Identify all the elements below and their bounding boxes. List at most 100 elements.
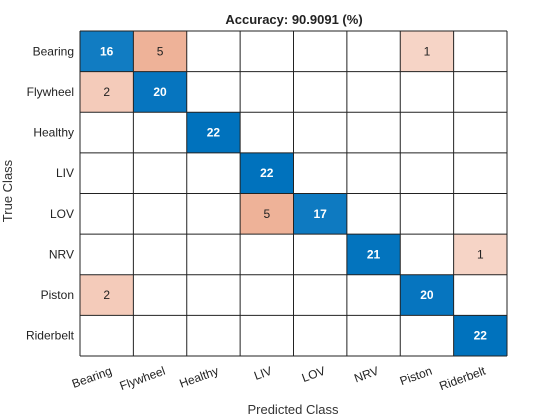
matrix-cell — [453, 315, 507, 356]
cell-value-label: 22 — [474, 329, 488, 343]
matrix-cell — [293, 31, 347, 72]
x-tick-label: NRV — [352, 364, 380, 386]
matrix-cell — [240, 112, 294, 153]
matrix-cell — [80, 152, 134, 194]
x-tick-label: Riderbelt — [437, 363, 488, 393]
matrix-cell — [346, 234, 401, 275]
x-axis-label: Predicted Class — [247, 402, 339, 417]
matrix-cell — [186, 315, 241, 356]
matrix-cell — [453, 71, 507, 113]
matrix-cell — [80, 71, 134, 113]
matrix-cell — [80, 234, 134, 275]
matrix-cell — [453, 152, 507, 194]
x-tick-label: Bearing — [70, 364, 114, 391]
matrix-cell — [453, 193, 507, 235]
matrix-cell — [400, 152, 454, 194]
matrix-cell — [400, 31, 454, 72]
cell-value-label: 22 — [260, 166, 274, 180]
matrix-cell — [293, 315, 347, 356]
matrix-cell — [240, 152, 294, 194]
matrix-cell — [293, 193, 347, 235]
matrix-cell — [453, 112, 507, 153]
cell-value-label: 22 — [207, 126, 221, 140]
cell-value-label: 20 — [420, 288, 434, 302]
matrix-cell — [293, 71, 347, 113]
matrix-cell — [133, 315, 187, 356]
matrix-cell — [346, 71, 401, 113]
cell-value-label: 20 — [153, 85, 167, 99]
matrix-cell — [293, 234, 347, 275]
matrix-cell — [80, 193, 134, 235]
matrix-cell — [186, 274, 241, 316]
matrix-cell — [80, 274, 134, 316]
matrix-cell — [186, 234, 241, 275]
matrix-cell — [240, 315, 294, 356]
matrix-cell — [80, 112, 134, 153]
matrix-cell — [293, 152, 347, 194]
cell-value-label: 5 — [263, 207, 270, 221]
matrix-cell — [293, 112, 347, 153]
matrix-cell — [186, 152, 241, 194]
y-tick-labels: Bearing Flywheel Healthy LIV LOV NRV Piston Rid… — [26, 44, 75, 342]
matrix-cell — [400, 193, 454, 235]
x-tick-label: Healthy — [177, 364, 220, 391]
y-tick-label: Riderbelt — [26, 329, 75, 343]
x-tick-label: LIV — [252, 364, 274, 383]
matrix-cell — [346, 315, 401, 356]
matrix-cell — [400, 112, 454, 153]
matrix-cell — [186, 193, 241, 235]
matrix-cell — [133, 112, 187, 153]
y-tick-label: Healthy — [33, 126, 74, 140]
matrix-cell — [346, 31, 401, 72]
matrix-cell — [186, 112, 241, 153]
matrix-cell — [400, 71, 454, 113]
y-tick-label: LOV — [50, 207, 74, 221]
matrix-cell — [240, 274, 294, 316]
matrix-cell — [80, 315, 134, 356]
cell-value-label: 5 — [157, 44, 164, 58]
cell-value-label: 21 — [367, 247, 381, 261]
x-tick-label: Flywheel — [118, 364, 167, 393]
y-tick-label: Bearing — [33, 44, 74, 58]
matrix-cell — [453, 274, 507, 316]
cell-value-label: 2 — [103, 288, 110, 302]
matrix-cell — [293, 274, 347, 316]
matrix-cell — [240, 71, 294, 113]
x-tick-labels: Bearing Flywheel Healthy LIV LOV NRV Piston Rid… — [70, 363, 488, 393]
matrix-cell — [400, 234, 454, 275]
matrix-cell — [400, 315, 454, 356]
cell-value-label: 1 — [477, 247, 484, 261]
y-axis-label: True Class — [0, 159, 15, 222]
matrix-cell — [453, 31, 507, 72]
cell-value-label: 1 — [424, 44, 431, 58]
matrix-cell — [346, 274, 401, 316]
y-tick-label: Piston — [41, 288, 74, 302]
matrix-cell — [240, 193, 294, 235]
matrix-cell — [240, 234, 294, 275]
matrix-cell — [133, 71, 187, 113]
matrix-cell — [346, 112, 401, 153]
y-tick-label: NRV — [49, 247, 74, 261]
y-tick-label: Flywheel — [27, 85, 74, 99]
matrix-cell — [133, 234, 187, 275]
matrix-cell — [453, 234, 507, 275]
matrix-cell — [240, 31, 294, 72]
matrix-cells: 16 5 1 2 20 22 22 5 17 21 1 2 20 22 — [80, 31, 507, 356]
cell-value-label: 16 — [100, 44, 114, 58]
matrix-cell — [400, 274, 454, 316]
matrix-cell — [133, 193, 187, 235]
chart-title: Accuracy: 90.9091 (%) — [225, 12, 362, 27]
cell-value-label: 2 — [103, 85, 110, 99]
matrix-cell — [186, 71, 241, 113]
matrix-cell — [346, 193, 401, 235]
matrix-cell — [133, 152, 187, 194]
matrix-cell — [80, 31, 134, 72]
matrix-cell — [133, 31, 187, 72]
matrix-cell — [346, 152, 401, 194]
matrix-cell — [133, 274, 187, 316]
matrix-cell — [186, 31, 241, 72]
matrix-grid — [79, 30, 508, 357]
x-tick-label: Piston — [398, 364, 434, 389]
cell-value-label: 17 — [314, 207, 328, 221]
